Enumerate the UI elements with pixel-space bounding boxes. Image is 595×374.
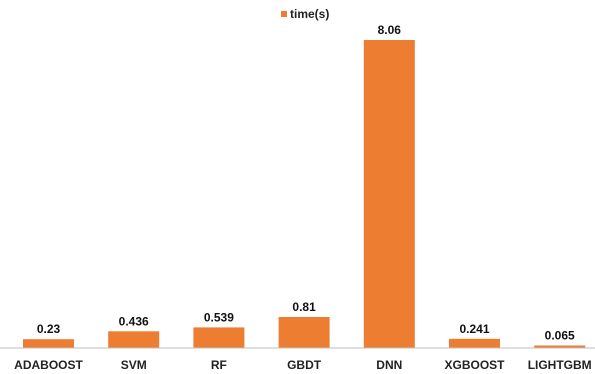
- bar-svm: [108, 331, 160, 348]
- legend-swatch: [281, 11, 287, 17]
- x-tick-label-lightgbm: LIGHTGBM: [528, 358, 592, 372]
- value-label-gbdt: 0.81: [292, 300, 316, 314]
- x-tick-label-dnn: DNN: [376, 358, 402, 372]
- x-tick-label-xgboost: XGBOOST: [444, 358, 505, 372]
- bar-rf: [193, 327, 245, 348]
- bar-adaboost: [23, 339, 74, 348]
- value-label-adaboost: 0.23: [37, 322, 61, 336]
- legend-label: time(s): [290, 7, 329, 21]
- value-labels-group: 0.23 0.436 0.539 0.81 8.06 0.241 0.065: [37, 23, 575, 343]
- x-tick-label-adaboost: ADABOOST: [14, 358, 83, 372]
- legend: time(s): [281, 7, 329, 21]
- x-tick-label-svm: SVM: [121, 358, 147, 372]
- bar-xgboost: [449, 338, 500, 348]
- bar-dnn: [363, 40, 415, 348]
- bars-group: [23, 40, 586, 348]
- x-tick-label-rf: RF: [211, 358, 227, 372]
- bar-lightgbm: [534, 345, 586, 348]
- value-label-svm: 0.436: [119, 314, 149, 328]
- bar-gbdt: [278, 317, 330, 348]
- value-label-dnn: 8.06: [378, 23, 402, 37]
- value-label-lightgbm: 0.065: [545, 329, 575, 343]
- x-tick-label-gbdt: GBDT: [287, 358, 322, 372]
- x-axis-tick-labels: ADABOOST SVM RF GBDT DNN XGBOOST LIGHTGBM: [14, 358, 592, 372]
- value-label-rf: 0.539: [204, 310, 234, 324]
- value-label-xgboost: 0.241: [459, 322, 489, 336]
